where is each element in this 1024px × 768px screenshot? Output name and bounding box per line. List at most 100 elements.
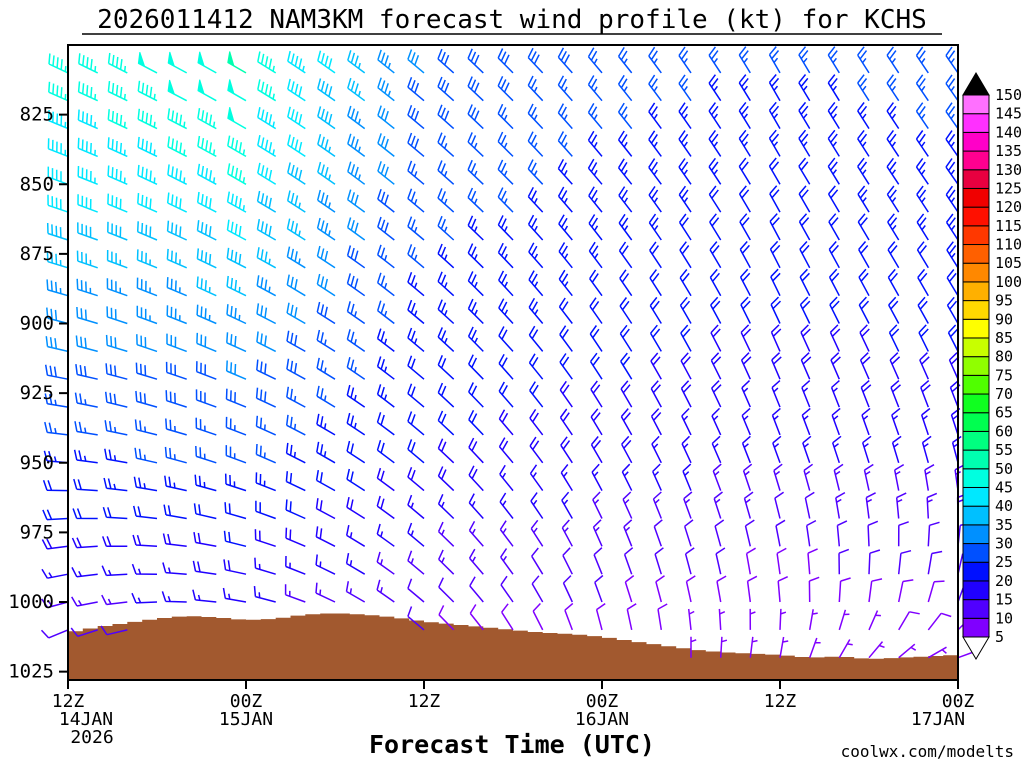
wind-barb	[619, 297, 633, 324]
wind-barb	[744, 519, 755, 547]
wind-barb	[407, 104, 425, 130]
wind-barb	[407, 132, 425, 157]
wind-barb	[620, 408, 633, 436]
wind-barb	[886, 157, 900, 185]
wind-barb	[777, 576, 789, 603]
wind-barb	[718, 608, 726, 630]
wind-barb	[467, 159, 484, 185]
wind-barb	[73, 449, 98, 464]
wind-barb	[194, 474, 217, 492]
wind-barb	[100, 625, 128, 636]
wind-barb	[868, 610, 881, 631]
wind-barb	[468, 354, 484, 380]
wind-barb	[346, 329, 366, 353]
colorbar-bin	[962, 262, 990, 283]
x-tick-time: 00Z	[230, 691, 263, 712]
x-axis-label: Forecast Time (UTC)	[369, 730, 655, 759]
colorbar-label: 100	[995, 273, 1022, 291]
wind-barb	[437, 243, 455, 269]
wind-barb	[346, 412, 366, 436]
wind-barb	[684, 547, 695, 575]
wind-barb	[776, 547, 787, 575]
wind-barb	[197, 107, 217, 130]
wind-barb	[137, 52, 158, 74]
x-tick-time: 12Z	[408, 691, 441, 712]
wind-barb	[587, 47, 603, 74]
wind-barb	[345, 524, 366, 547]
wind-barb	[468, 382, 484, 408]
wind-barb	[376, 272, 395, 297]
wind-barb	[105, 334, 128, 353]
wind-barb	[802, 435, 812, 464]
wind-barb	[738, 74, 751, 102]
wind-barb	[831, 407, 841, 436]
colorbar-bin	[962, 374, 990, 395]
wind-barb	[779, 608, 787, 630]
wind-barb	[376, 328, 395, 352]
wind-barb	[346, 440, 366, 464]
wind-barb	[257, 51, 277, 74]
wind-barb	[716, 575, 727, 603]
wind-barb	[680, 352, 692, 380]
wind-barb	[497, 103, 514, 130]
wind-barb	[285, 499, 306, 520]
wind-barb	[407, 327, 425, 352]
wind-barb	[257, 134, 277, 158]
colorbar-label: 45	[995, 479, 1013, 497]
wind-barb	[345, 552, 366, 575]
wind-barb	[740, 352, 752, 380]
wind-barb	[196, 248, 217, 269]
wind-barb	[591, 463, 603, 491]
wind-barb	[738, 129, 751, 157]
wind-barb	[946, 296, 959, 324]
wind-barb	[197, 79, 217, 102]
wind-barb	[650, 352, 662, 380]
wind-barb	[915, 74, 929, 102]
y-tick-label: 975	[20, 521, 54, 543]
wind-barb	[915, 157, 929, 185]
wind-barb	[257, 107, 277, 130]
wind-barb	[712, 463, 722, 491]
wind-barb	[316, 245, 336, 269]
wind-barb	[376, 551, 395, 575]
wind-barb	[648, 46, 662, 74]
wind-barb	[76, 278, 98, 297]
wind-barb	[898, 643, 917, 659]
wind-barb	[887, 241, 900, 269]
wind-barb	[590, 408, 603, 436]
wind-barb	[891, 435, 902, 464]
wind-barb	[921, 435, 932, 464]
wind-barb	[107, 109, 128, 130]
wind-barb	[196, 220, 217, 241]
wind-barb	[770, 296, 782, 324]
wind-barb	[678, 130, 692, 157]
wind-barb	[77, 165, 98, 185]
wind-barb	[469, 604, 484, 631]
wind-barb	[498, 326, 514, 352]
wind-barb	[225, 445, 247, 464]
wind-barb	[256, 190, 277, 213]
wind-barb	[377, 133, 395, 157]
wind-barb	[531, 547, 544, 575]
wind-barb	[678, 46, 692, 74]
wind-barb	[561, 491, 573, 519]
wind-barb	[407, 49, 425, 74]
wind-barb	[620, 352, 633, 380]
colorbar-bin	[962, 113, 990, 133]
wind-barb	[316, 385, 336, 408]
wind-barb	[749, 636, 758, 658]
wind-barb	[655, 575, 665, 603]
wind-barb	[828, 213, 840, 241]
wind-barb	[46, 251, 69, 269]
wind-barb	[165, 390, 187, 408]
wind-barb	[560, 436, 573, 464]
wind-barb	[768, 74, 781, 102]
wind-barb	[528, 297, 544, 324]
wind-barb	[681, 407, 692, 436]
x-tick-year: 2026	[70, 727, 113, 748]
wind-barb	[808, 609, 818, 631]
wind-barb	[437, 188, 455, 213]
x-tick-time: 00Z	[942, 691, 975, 712]
wind-barb	[857, 129, 870, 157]
colorbar-label: 70	[995, 385, 1013, 403]
